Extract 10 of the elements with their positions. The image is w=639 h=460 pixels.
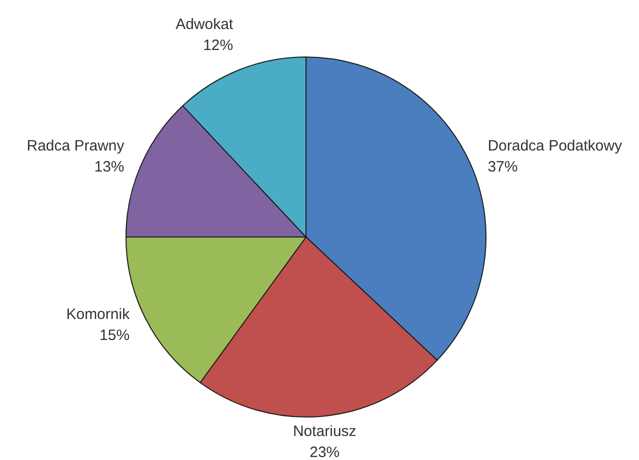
data-label: 12% <box>203 36 234 54</box>
slice-label: Doradca Podatkowy <box>488 137 622 154</box>
data-label: 37% <box>488 158 518 176</box>
slice-label: Adwokat <box>176 16 234 33</box>
data-label: 15% <box>100 326 130 344</box>
slice-label: Notariusz <box>292 423 356 440</box>
slice-label: Komornik <box>66 306 130 323</box>
data-label: 13% <box>94 158 124 176</box>
data-label: 23% <box>310 444 340 460</box>
slice-label: Radca Prawny <box>26 137 125 154</box>
